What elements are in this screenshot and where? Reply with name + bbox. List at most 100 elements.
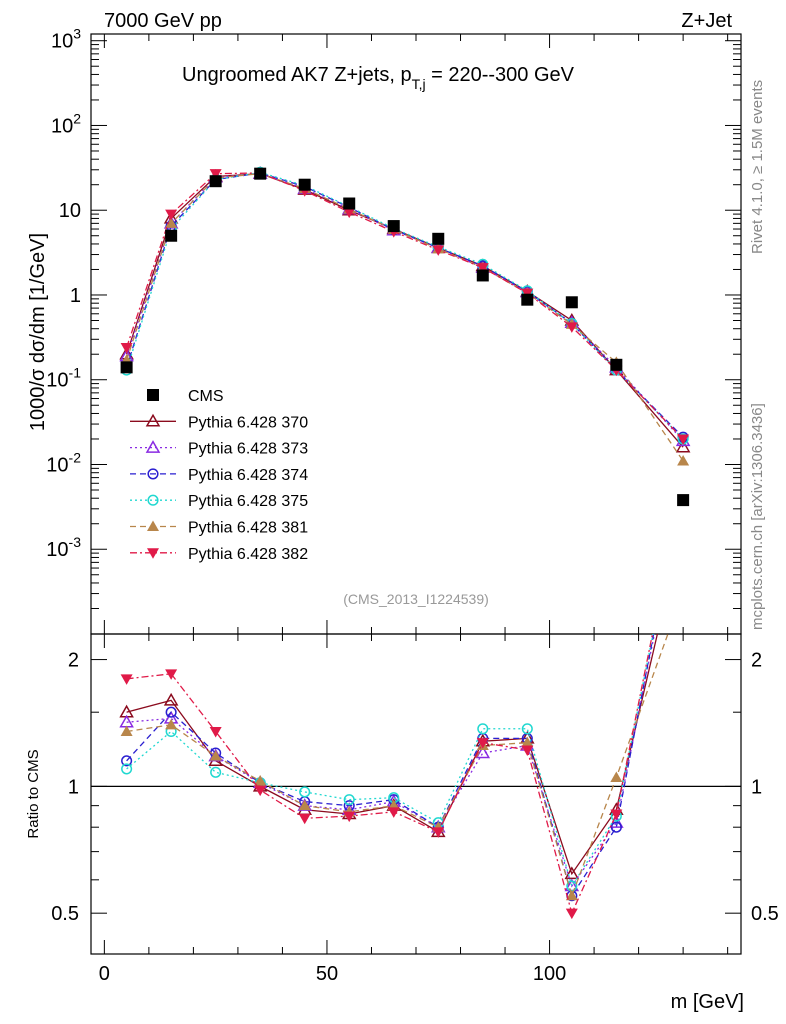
cms-data-point: [343, 197, 356, 210]
legend-label: Pythia 6.428 381: [188, 520, 308, 537]
y-tick-label: 10: [59, 200, 81, 222]
series-382-point: [677, 434, 690, 445]
series-382-point: [432, 245, 445, 256]
y-tick-label: 1: [70, 285, 81, 307]
series-381-ratio-point: [521, 736, 534, 748]
legend-marker: [147, 389, 159, 401]
legend-marker: [145, 440, 161, 453]
series-382-point: [209, 169, 222, 180]
series-375-ratio-point: [343, 794, 355, 806]
ratio-tick-label: 1: [68, 776, 79, 798]
plot-title-rest: = 220--300 GeV: [426, 64, 575, 86]
series-382-ratio-point: [120, 674, 133, 685]
series-381-ratio: [120, 634, 669, 901]
legend-item: Pythia 6.428 374: [130, 467, 308, 484]
plot-title-main: Ungroomed AK7 Z+jets, p: [182, 64, 412, 86]
series-381-point: [165, 217, 178, 228]
series-375-ratio-point: [477, 723, 489, 735]
x-tick-label: 100: [533, 963, 566, 985]
header-right: Z+Jet: [681, 10, 732, 32]
series-382-point: [120, 343, 133, 354]
header-left: 7000 GeV pp: [104, 10, 222, 32]
series-382-ratio-point: [432, 827, 445, 838]
series-381-point: [677, 454, 690, 466]
ratio-tick-label: 0.5: [51, 903, 79, 925]
legend-label: Pythia 6.428 370: [188, 414, 308, 431]
series-382-point: [343, 207, 356, 219]
legend: CMS Pythia 6.428 370 Pythia 6.428 373 Pythi…: [130, 388, 308, 563]
axes: 0 50 100 10-3 10-2 10-1 1 10 102 103 0.5 0.5 1 1 2 2: [46, 26, 779, 985]
y-tick-label: 10-3: [46, 534, 81, 561]
ratio-tick-label-right: 1: [751, 776, 762, 798]
legend-item: Pythia 6.428 373: [130, 440, 308, 458]
series-370-point: [675, 439, 691, 453]
legend-label: CMS: [188, 388, 224, 405]
series-373-ratio-point: [475, 745, 491, 759]
series-373-point: [675, 433, 691, 447]
cms-data-point: [254, 167, 267, 180]
legend-item: Pythia 6.428 375: [130, 493, 308, 510]
legend-label: Pythia 6.428 373: [188, 441, 308, 458]
series-382-ratio-point: [565, 908, 578, 920]
legend-item: Pythia 6.428 381: [130, 520, 308, 537]
series-381-ratio-point: [165, 718, 178, 730]
cms-data-point: [209, 175, 222, 188]
series-374-ratio-point: [610, 821, 622, 833]
cms-data-point: [476, 269, 489, 282]
cms-data-point: [521, 293, 534, 306]
series-375-ratio-point: [210, 766, 222, 778]
cms-data-point: [165, 229, 178, 242]
series-381-ratio-point: [120, 725, 133, 736]
series-373-ratio-line: [126, 634, 656, 888]
x-tick-label: 0: [99, 963, 110, 985]
series-382-ratio-point: [476, 738, 489, 749]
series-375-ratio-point: [521, 723, 533, 735]
ratio-tick-label-right: 0.5: [751, 903, 779, 925]
series-375-ratio-point: [121, 763, 133, 775]
cms-data-point: [610, 358, 623, 371]
cms-data-point: [565, 296, 578, 309]
y-tick-label: 10-2: [46, 449, 81, 476]
series-layer: [119, 166, 691, 920]
legend-marker: [147, 494, 159, 506]
y-axis-label-main: 1000/σ dσ/dm [1/GeV]: [27, 233, 49, 431]
cms-data-point: [298, 178, 311, 191]
series-382-ratio-point: [298, 813, 311, 825]
series-382-point: [565, 322, 578, 333]
series-374-ratio-point: [121, 755, 133, 767]
legend-label: Pythia 6.428 374: [188, 467, 308, 484]
series-381-ratio-point: [254, 774, 267, 786]
series-382-ratio-point: [521, 745, 534, 756]
cms-data-point: [432, 232, 445, 245]
cms-data-point: [677, 494, 690, 507]
y-tick-label: 10-1: [46, 365, 81, 392]
y-tick-label: 103: [51, 26, 81, 53]
legend-marker: [147, 548, 159, 559]
series-375-ratio-point: [299, 786, 311, 798]
analysis-id: (CMS_2013_I1224539): [343, 591, 489, 607]
series-381-ratio-point: [565, 889, 578, 901]
legend-label: Pythia 6.428 382: [188, 546, 308, 563]
series-382-point: [165, 209, 178, 221]
series-382-ratio-point: [610, 809, 623, 820]
legend-item: CMS: [147, 388, 224, 405]
y-axis-label-ratio: Ratio to CMS: [25, 749, 42, 838]
legend-item: Pythia 6.428 382: [130, 546, 308, 563]
series-370-ratio-point: [564, 866, 580, 880]
legend-label: Pythia 6.428 375: [188, 493, 308, 510]
legend-marker: [147, 468, 159, 480]
legend-marker: [145, 413, 161, 427]
cms-data-point: [120, 361, 133, 374]
series-382-ratio-point: [387, 807, 400, 818]
series-382-point: [476, 263, 489, 274]
series-381-ratio-point: [209, 750, 222, 761]
ratio-tick-label: 2: [68, 650, 79, 672]
series-382-ratio-point: [209, 726, 222, 738]
series-382-ratio-point: [165, 669, 178, 680]
x-axis-label: m [GeV]: [671, 991, 744, 1013]
series-381-ratio-point: [610, 771, 623, 782]
series-370-ratio-point: [163, 692, 179, 706]
plot-title-sub: T,j: [412, 76, 426, 92]
series-382-ratio: [120, 634, 654, 920]
